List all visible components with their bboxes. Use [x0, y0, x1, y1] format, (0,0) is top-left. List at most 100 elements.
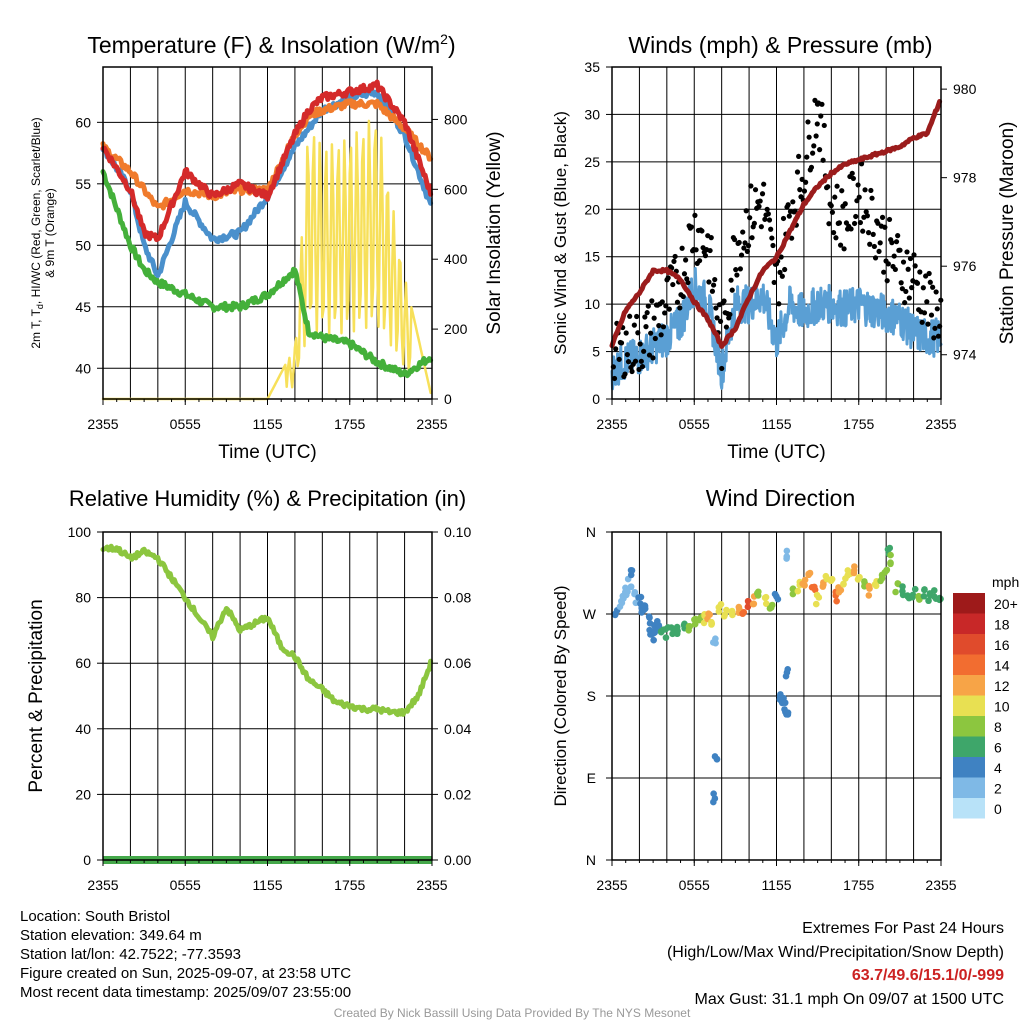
gust-point	[932, 325, 938, 331]
gust-point	[872, 255, 879, 261]
temp-ylabel-part1: 2m T, T	[29, 308, 43, 348]
direction-point	[783, 711, 790, 718]
rh-ytick-label-left: 20	[75, 786, 91, 802]
gust-point	[652, 335, 658, 342]
temp-ylabel-sub: d	[35, 304, 45, 309]
gust-point	[934, 306, 940, 312]
direction-point	[674, 627, 681, 635]
gust-point	[644, 310, 650, 316]
gust-point	[632, 358, 639, 364]
dir-panel-title: Wind Direction	[706, 485, 856, 511]
speed-legend-label: 14	[994, 658, 1010, 674]
direction-point	[909, 591, 917, 599]
direction-point	[711, 753, 719, 760]
rh-ytick-label-left: 60	[75, 655, 91, 671]
gust-point	[708, 235, 714, 241]
speed-legend-swatch	[953, 757, 985, 778]
gust-point	[864, 213, 870, 219]
gust-point	[818, 113, 824, 119]
wind-xtick-label: 0555	[679, 416, 710, 432]
gust-point	[733, 267, 739, 273]
speed-legend-swatch	[953, 798, 985, 819]
gust-point	[685, 279, 691, 286]
gust-point	[737, 266, 743, 272]
dewpoint-line	[100, 169, 434, 379]
wind-ytick-label-right: 974	[953, 347, 977, 363]
gust-point	[851, 220, 858, 227]
direction-point	[768, 601, 776, 609]
gust-point	[869, 195, 875, 201]
dir-ytick-label: S	[587, 688, 596, 704]
direction-point	[654, 617, 661, 625]
wind-xaxis-label: Time (UTC)	[727, 442, 826, 463]
gust-point	[650, 355, 656, 361]
speed-legend-swatch	[953, 675, 985, 696]
gust-point	[646, 352, 653, 358]
gust-point	[789, 235, 795, 241]
speed-legend-label: 20+	[994, 596, 1018, 612]
direction-point	[854, 576, 862, 583]
gust-point	[842, 201, 848, 207]
direction-point	[715, 608, 723, 615]
gust-point	[900, 259, 907, 265]
direction-point	[645, 613, 653, 620]
gust-point	[713, 305, 719, 311]
rh-ytick-label-left: 100	[68, 524, 92, 540]
gust-point	[834, 183, 840, 189]
station-elevation: Station elevation: 349.64 m	[20, 927, 202, 944]
gust-point	[658, 332, 664, 338]
gust-point	[714, 315, 720, 321]
gust-point	[636, 366, 642, 373]
direction-point	[739, 610, 746, 617]
direction-point	[865, 592, 873, 599]
gust-point	[764, 206, 770, 212]
rh-panel-title: Relative Humidity (%) & Precipitation (i…	[69, 486, 466, 511]
gust-point	[729, 287, 735, 293]
gust-point	[696, 258, 703, 264]
gust-point	[671, 258, 677, 264]
gust-point	[926, 270, 932, 277]
dir-xtick-label: 1155	[761, 877, 791, 893]
gust-point	[742, 240, 748, 246]
temp-ytick-label-left: 50	[75, 237, 91, 253]
direction-point	[931, 593, 938, 601]
direction-point	[706, 611, 713, 618]
direction-point	[801, 582, 808, 589]
direction-point	[794, 587, 802, 595]
direction-point	[877, 577, 884, 585]
gust-point	[826, 221, 832, 227]
gust-point	[660, 324, 667, 330]
gust-point	[712, 276, 718, 283]
direction-point	[728, 609, 735, 616]
gust-point	[680, 293, 686, 300]
extremes-title: Extremes For Past 24 Hours	[802, 920, 1004, 937]
speed-legend-swatch	[953, 634, 985, 655]
temp-title-sup: 2	[440, 31, 448, 47]
extremes-subtitle: (High/Low/Max Wind/Precipitation/Snow De…	[666, 943, 1004, 961]
temp-2m-line	[100, 79, 434, 243]
gust-point	[832, 194, 838, 200]
gust-point	[639, 363, 646, 370]
gust-point	[911, 252, 917, 258]
dir-xtick-label: 1755	[843, 877, 874, 893]
speed-legend-swatch	[953, 654, 985, 675]
gust-point	[641, 348, 647, 354]
gust-point	[805, 119, 811, 125]
max-gust-point	[814, 101, 821, 107]
gust-point	[877, 240, 883, 246]
gust-point	[797, 187, 803, 193]
gust-point	[738, 252, 745, 258]
gust-point	[699, 228, 705, 234]
gust-point	[623, 330, 629, 336]
temp-ytick-label-right: 600	[444, 181, 468, 197]
gust-point	[808, 164, 815, 170]
gust-point	[613, 346, 619, 352]
gust-point	[921, 310, 928, 316]
gust-point	[663, 303, 669, 309]
direction-point	[801, 576, 809, 584]
direction-point	[762, 600, 770, 608]
direction-point	[616, 603, 624, 611]
gust-point	[813, 133, 819, 139]
direction-point	[822, 572, 830, 580]
